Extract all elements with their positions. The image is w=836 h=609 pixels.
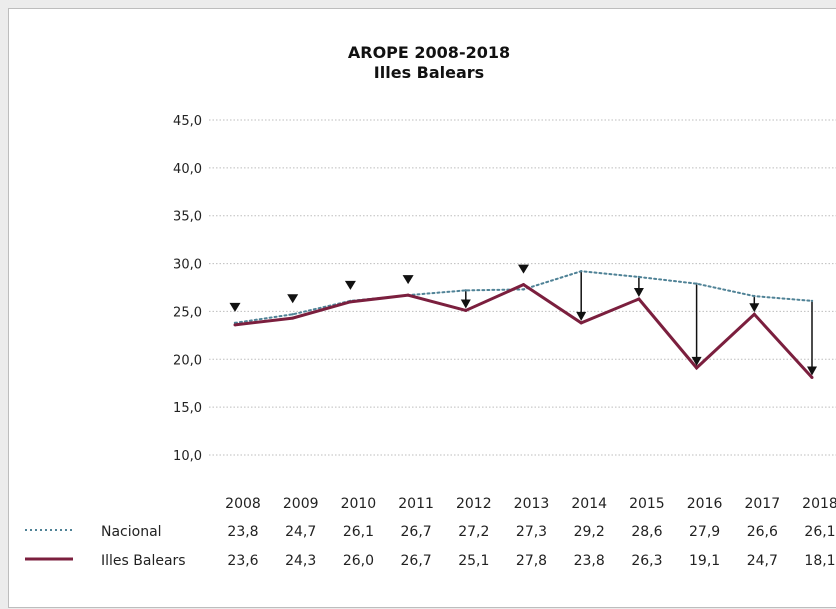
gap-arrow-head: [633, 287, 644, 297]
data-point-nacional: [291, 313, 294, 316]
data-point-illes-balears: [810, 375, 814, 379]
x-tick-label: 2012: [456, 496, 492, 512]
data-point-nacional: [637, 275, 641, 279]
x-tick-label: 2013: [514, 496, 550, 512]
data-point-illes-balears: [291, 316, 295, 320]
data-point-illes-balears: [233, 323, 237, 327]
gap-arrow-head: [691, 356, 702, 366]
marker-triangle: [287, 294, 299, 304]
data-label-illes-balears: 27,8: [516, 553, 547, 569]
data-point-illes-balears: [579, 321, 583, 325]
data-label-illes-balears: 26,0: [343, 553, 374, 569]
data-label-nacional: 29,2: [574, 524, 605, 540]
x-tick-label: 2016: [687, 496, 723, 512]
data-label-illes-balears: 24,7: [747, 553, 778, 569]
data-point-nacional: [464, 289, 467, 292]
x-tick-label: 2018: [802, 496, 836, 512]
data-label-nacional: 27,3: [516, 524, 547, 540]
data-label-illes-balears: 19,1: [689, 553, 720, 569]
data-label-nacional: 26,1: [343, 524, 374, 540]
y-tick-label: 15,0: [173, 401, 202, 416]
data-point-illes-balears: [464, 308, 468, 312]
gap-arrow-head: [807, 366, 817, 376]
x-tick-label: 2014: [571, 496, 607, 512]
data-label-illes-balears: 23,6: [227, 553, 258, 569]
y-tick-label: 30,0: [173, 258, 202, 273]
marker-triangle: [344, 280, 356, 290]
data-point-illes-balears: [695, 366, 699, 370]
chart-title: AROPE 2008-2018: [348, 43, 510, 62]
data-label-illes-balears: 25,1: [458, 553, 489, 569]
x-tick-label: 2009: [283, 496, 319, 512]
data-label-nacional: 28,6: [631, 524, 662, 540]
gap-arrow-head: [460, 299, 471, 309]
data-label-nacional: 23,8: [227, 524, 258, 540]
chart-frame: AROPE 2008-2018 Illes Balears 45,0 40,0 35…: [8, 8, 836, 608]
arope-chart: AROPE 2008-2018 Illes Balears 45,0 40,0 35…: [25, 43, 836, 569]
y-tick-label: 10,0: [173, 449, 202, 464]
data-point-illes-balears: [406, 293, 410, 297]
y-tick-label: 35,0: [173, 210, 202, 225]
gap-arrow-head: [749, 303, 760, 313]
series-line-illes-balears: [234, 282, 814, 379]
data-point-illes-balears: [752, 312, 756, 316]
data-label-nacional: 27,9: [689, 524, 720, 540]
marker-triangle: [229, 302, 241, 312]
legend-label-illes-balears: Illes Balears: [101, 553, 186, 569]
x-tick-label: 2017: [744, 496, 780, 512]
data-point-nacional: [695, 282, 698, 285]
chart-subtitle: Illes Balears: [374, 63, 484, 82]
data-label-nacional: 27,2: [458, 524, 489, 540]
data-point-illes-balears: [348, 300, 352, 304]
series-line-nacional: [234, 270, 813, 324]
y-tick-label: 25,0: [173, 305, 202, 320]
data-label-nacional: 24,7: [285, 524, 316, 540]
data-label-illes-balears: 24,3: [285, 553, 316, 569]
data-label-illes-balears: 18,1: [804, 553, 835, 569]
data-point-nacional: [810, 299, 814, 303]
data-label-illes-balears: 26,3: [631, 553, 662, 569]
x-tick-label: 2015: [629, 496, 665, 512]
gap-arrow-head: [576, 311, 587, 321]
data-point-nacional: [522, 288, 525, 291]
x-tick-label: 2008: [225, 496, 261, 512]
data-point-nacional: [580, 270, 583, 273]
y-tick-label: 40,0: [173, 162, 202, 177]
marker-triangle: [402, 275, 414, 285]
x-tick-label: 2011: [398, 496, 434, 512]
data-label-nacional: 26,1: [804, 524, 835, 540]
data-point-illes-balears: [522, 283, 525, 287]
data-point-illes-balears: [637, 297, 641, 301]
legend-label-nacional: Nacional: [101, 524, 162, 540]
marker-triangle: [518, 264, 529, 274]
data-label-nacional: 26,7: [401, 524, 432, 540]
data-label-illes-balears: 23,8: [574, 553, 605, 569]
y-tick-label: 45,0: [173, 114, 202, 129]
data-label-illes-balears: 26,7: [401, 553, 432, 569]
data-point-nacional: [753, 294, 756, 298]
x-tick-label: 2010: [341, 496, 377, 512]
data-label-nacional: 26,6: [747, 524, 778, 540]
y-tick-label: 20,0: [173, 353, 202, 368]
